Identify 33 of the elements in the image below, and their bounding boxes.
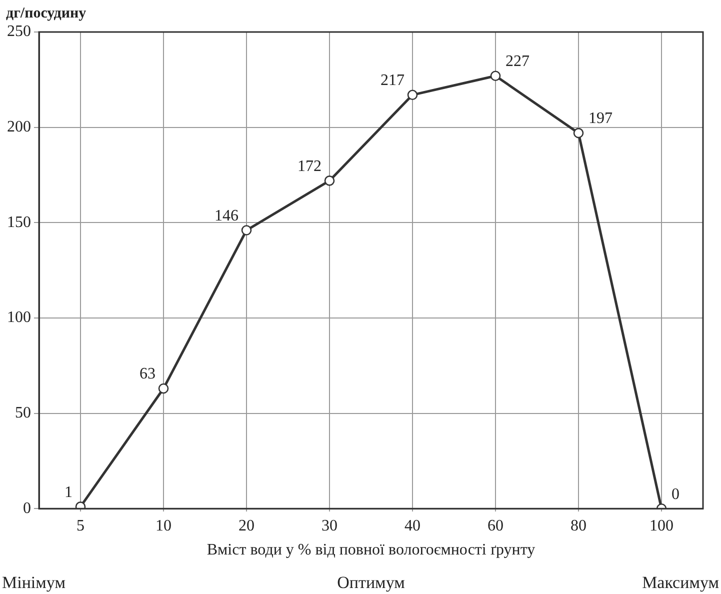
y-tick-label: 100 [7, 309, 31, 326]
x-tick-label: 20 [238, 517, 254, 534]
data-label: 197 [588, 110, 612, 128]
point [324, 176, 335, 186]
point [158, 383, 169, 394]
data-label: 1 [64, 484, 72, 501]
x-tick-label: 100 [650, 517, 674, 534]
y-tick-label: 150 [7, 214, 31, 231]
x-axis-title: Вміст води у % від повної вологоємності ґрунту [206, 542, 536, 559]
y-tick-label: 200 [7, 118, 31, 136]
point [241, 225, 252, 236]
data-label: 63 [140, 366, 156, 383]
x-tick-label: 10 [156, 517, 172, 534]
y-axis-title: дг/посудину [6, 5, 87, 22]
x-tick-label: 40 [404, 517, 420, 534]
data-label: 146 [214, 207, 238, 224]
point [490, 70, 501, 81]
point [407, 90, 418, 100]
x-tick-label: 80 [570, 517, 586, 534]
point [573, 128, 584, 138]
text: Оптимум [337, 572, 406, 592]
data-label: 172 [298, 158, 322, 175]
data-label: 227 [506, 53, 530, 70]
x-tick-label: 5 [76, 517, 84, 534]
x-tick-label: 60 [488, 517, 504, 534]
text: Мінімум [2, 572, 66, 592]
data-label: 217 [380, 72, 404, 90]
y-tick-label: 50 [15, 404, 31, 422]
y-tick-label: 0 [23, 500, 31, 517]
y-tick-label: 250 [7, 23, 31, 40]
data-label: 0 [672, 486, 680, 503]
x-tick-label: 30 [322, 517, 338, 534]
text: Максимум [642, 572, 720, 592]
